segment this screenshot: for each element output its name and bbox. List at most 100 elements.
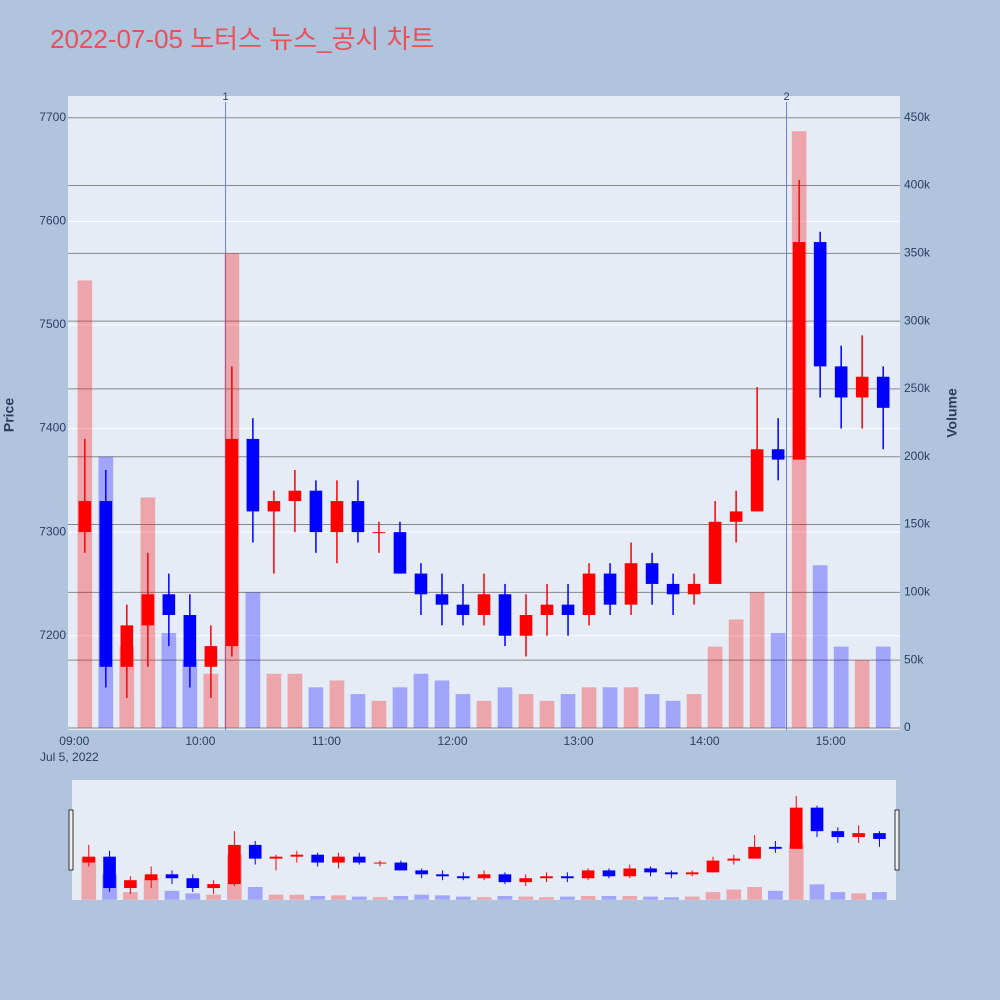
candle-body [540,604,554,616]
mini-volume-bar [455,896,471,900]
mini-volume-bar [830,892,846,900]
y2-axis-title: Volume [944,388,960,438]
annotation-label: 2 [783,91,789,103]
y-tick-label: 7200 [39,628,66,642]
volume-bar [581,687,597,728]
mini-volume-bar [310,895,325,900]
volume-bar [770,633,786,728]
volume-bar [539,700,555,728]
mini-candle-body [165,874,179,879]
mini-volume-bar [206,894,221,900]
candle-body [624,563,638,605]
mini-volume-bar [664,897,679,900]
x-tick-label: 11:00 [312,734,341,748]
x-sublabel: Jul 5, 2022 [40,750,99,764]
mini-volume-bar [601,895,617,900]
mini-volume-bar [414,894,430,900]
candle-body [498,594,512,636]
mini-candle-body [748,846,761,859]
candle-body [435,594,449,605]
mini-volume-bar [435,895,450,900]
candle-body [372,532,386,534]
y2-tick-label: 250k [904,381,931,395]
mini-volume-bar [81,857,97,900]
y-tick-label: 7600 [39,214,66,228]
candle-body [225,438,239,647]
slider-handle[interactable] [894,809,900,871]
candle-body [393,532,407,574]
volume-bar [203,673,219,728]
mini-volume-bar [643,896,658,900]
mini-volume-bar [684,896,700,900]
mini-volume-bar [872,892,887,900]
volume-bar [749,592,765,728]
mini-candle-body [248,844,262,859]
x-tick-label: 13:00 [564,734,594,748]
mini-volume-bar [393,895,409,900]
candle-body [267,501,281,512]
mini-candle-body [394,862,408,871]
mini-candle-body [789,807,803,849]
mini-volume-bar [788,843,804,900]
volume-bar [854,660,870,728]
volume-bar [413,673,429,728]
volume-bar [392,687,408,728]
mini-volume-bar [247,886,263,900]
mini-candle-body [124,880,137,889]
volume-bar [308,687,324,728]
mini-candle-body [415,870,428,875]
mini-volume-bar [622,895,638,900]
x-tick-label: 09:00 [59,734,89,748]
mini-volume-bar [747,886,762,900]
candle-body [645,563,659,584]
chart-title: 2022-07-05 노터스 뉴스_공시 차트 [50,24,434,54]
volume-bar [707,646,723,728]
mini-volume-bar [497,895,513,900]
y-tick-label: 7700 [39,110,66,124]
candle-body [582,573,596,616]
mini-volume-bar [289,894,305,900]
candle-body [477,594,491,616]
candle-body [687,583,701,595]
mini-candle-body [352,856,366,863]
mini-candle-body [103,856,116,889]
volume-bar [644,694,660,728]
volume-bar [455,694,471,728]
candle-body [288,490,302,502]
candle-body [666,583,680,595]
x-tick-label: 14:00 [690,734,720,748]
volume-bar [665,700,681,728]
mini-candle-body [82,856,96,863]
candle-body [309,490,323,533]
slider-handle[interactable] [68,809,74,871]
candle-body [561,604,575,616]
mini-volume-bar [809,884,825,900]
mini-candle-body [519,878,533,883]
mini-candle-body [561,876,574,879]
candle-body [750,449,764,512]
candle-body [519,615,533,636]
mini-candle-body [456,876,470,879]
candle-body [351,501,365,533]
mini-candle-body [436,874,449,877]
candle-body [456,604,470,616]
mini-volume-bar [851,893,866,900]
annotation-label: 1 [223,91,229,103]
mini-volume-bar [331,895,346,900]
candle-body [141,594,155,626]
candle-body [729,511,743,522]
y2-tick-label: 300k [904,313,931,327]
mini-candle-body [581,870,595,879]
candle-body [330,501,344,533]
y2-tick-label: 350k [904,245,931,259]
y2-tick-label: 400k [904,178,931,192]
volume-bar [161,633,177,728]
mini-candle-body [602,870,616,877]
volume-bar [518,694,534,728]
y2-tick-label: 100k [904,585,931,599]
candle-body [162,594,176,616]
volume-bar [371,700,387,728]
candle-body [855,376,869,398]
volume-bar [560,694,576,728]
